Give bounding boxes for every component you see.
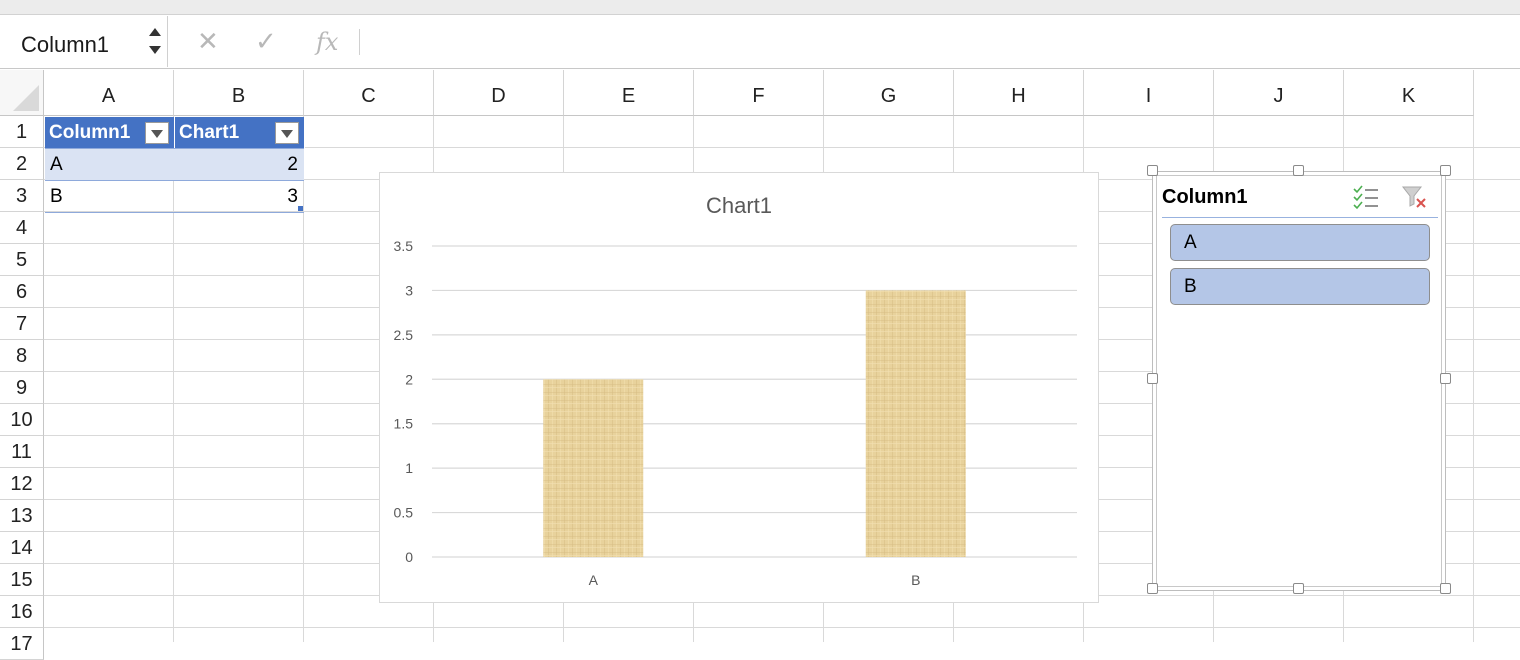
resize-handle[interactable] [1440, 583, 1451, 594]
bar-a[interactable] [543, 379, 644, 557]
row-header-13[interactable]: 13 [0, 500, 44, 532]
y-tick-label: 1.5 [394, 416, 414, 432]
slicer-item-a[interactable]: A [1170, 224, 1430, 261]
x-tick-label: B [911, 572, 920, 588]
table-row-border [45, 148, 304, 149]
row-header-11[interactable]: 11 [0, 436, 44, 468]
bar-b[interactable] [865, 290, 966, 557]
row-header-8[interactable]: 8 [0, 340, 44, 372]
row-header-6[interactable]: 6 [0, 276, 44, 308]
column-header-j[interactable]: J [1214, 70, 1344, 116]
row-header-1[interactable]: 1 [0, 116, 44, 148]
insert-function-icon[interactable]: fx [316, 28, 339, 56]
slicer-body: Column1 A B [1156, 175, 1442, 587]
formula-input[interactable] [372, 21, 1516, 63]
table-cell[interactable]: 2 [175, 149, 304, 181]
name-box-value[interactable]: Column1 [21, 32, 110, 57]
formula-bar-divider [359, 29, 360, 55]
name-box[interactable]: Column1 [2, 16, 168, 67]
resize-handle[interactable] [1293, 583, 1304, 594]
table-header-chart1[interactable]: Chart1 [175, 117, 305, 149]
slicer-title: Column1 [1162, 186, 1248, 208]
clear-filter-icon[interactable] [1401, 184, 1429, 210]
y-tick-label: 1 [405, 460, 413, 476]
row-header-2[interactable]: 2 [0, 148, 44, 180]
chart-bars [543, 290, 966, 557]
y-tick-label: 3.5 [394, 238, 414, 254]
column-header-b[interactable]: B [174, 70, 304, 116]
table-header-label: Chart1 [179, 122, 240, 143]
column-header-f[interactable]: F [694, 70, 824, 116]
row-header-9[interactable]: 9 [0, 372, 44, 404]
column-header-c[interactable]: C [304, 70, 434, 116]
row-header-5[interactable]: 5 [0, 244, 44, 276]
row-header-3[interactable]: 3 [0, 180, 44, 212]
row-header-4[interactable]: 4 [0, 212, 44, 244]
row-header-12[interactable]: 12 [0, 468, 44, 500]
enter-checkmark-icon[interactable]: ✓ [255, 26, 277, 56]
column-header-h[interactable]: H [954, 70, 1084, 116]
cancel-icon[interactable]: ✕ [197, 26, 219, 56]
row-header-14[interactable]: 14 [0, 532, 44, 564]
formula-bar: Column1 ✕ ✓ fx [0, 15, 1520, 69]
multi-select-icon[interactable] [1352, 184, 1380, 210]
row-header-15[interactable]: 15 [0, 564, 44, 596]
filter-dropdown-icon[interactable] [275, 122, 299, 144]
y-axis-labels: 0 0.5 1 1.5 2 2.5 3 3.5 [394, 238, 414, 565]
column-header-a[interactable]: A [44, 70, 174, 116]
row-header-7[interactable]: 7 [0, 308, 44, 340]
column-header-d[interactable]: D [434, 70, 564, 116]
y-tick-label: 2 [405, 371, 413, 387]
slicer-panel[interactable]: Column1 A B [1152, 171, 1446, 591]
table-header-label: Column1 [49, 122, 131, 143]
row-header-10[interactable]: 10 [0, 404, 44, 436]
table-header-column1[interactable]: Column1 [45, 117, 175, 149]
table-row-border [45, 180, 304, 181]
column-header-i[interactable]: I [1084, 70, 1214, 116]
y-tick-label: 0.5 [394, 505, 414, 521]
table-cell[interactable]: 3 [287, 186, 298, 207]
slicer-item-b[interactable]: B [1170, 268, 1430, 305]
resize-handle[interactable] [1440, 165, 1451, 176]
filter-dropdown-icon[interactable] [145, 122, 169, 144]
resize-handle[interactable] [1147, 165, 1158, 176]
y-tick-label: 3 [405, 282, 413, 298]
column-header-k[interactable]: K [1344, 70, 1474, 116]
y-tick-label: 0 [405, 549, 413, 565]
column-header-g[interactable]: G [824, 70, 954, 116]
table-cell[interactable]: A [45, 149, 175, 181]
table-cell[interactable]: B [50, 186, 63, 207]
name-box-dropdown-icon[interactable] [146, 24, 164, 60]
chart-gridlines [432, 245, 1077, 558]
window-top-strip [0, 0, 1520, 15]
x-tick-label: A [589, 572, 599, 588]
resize-handle[interactable] [1147, 583, 1158, 594]
table-row-border [45, 212, 304, 213]
table-resize-handle[interactable] [298, 206, 303, 211]
row-header-16[interactable]: 16 [0, 596, 44, 628]
column-header-e[interactable]: E [564, 70, 694, 116]
resize-handle[interactable] [1293, 165, 1304, 176]
chart-title: Chart1 [706, 193, 772, 218]
select-all-button[interactable] [0, 70, 44, 116]
slicer-header-rule [1162, 217, 1438, 218]
resize-handle[interactable] [1147, 373, 1158, 384]
y-tick-label: 2.5 [394, 327, 414, 343]
row-header-17[interactable]: 17 [0, 628, 44, 660]
resize-handle[interactable] [1440, 373, 1451, 384]
